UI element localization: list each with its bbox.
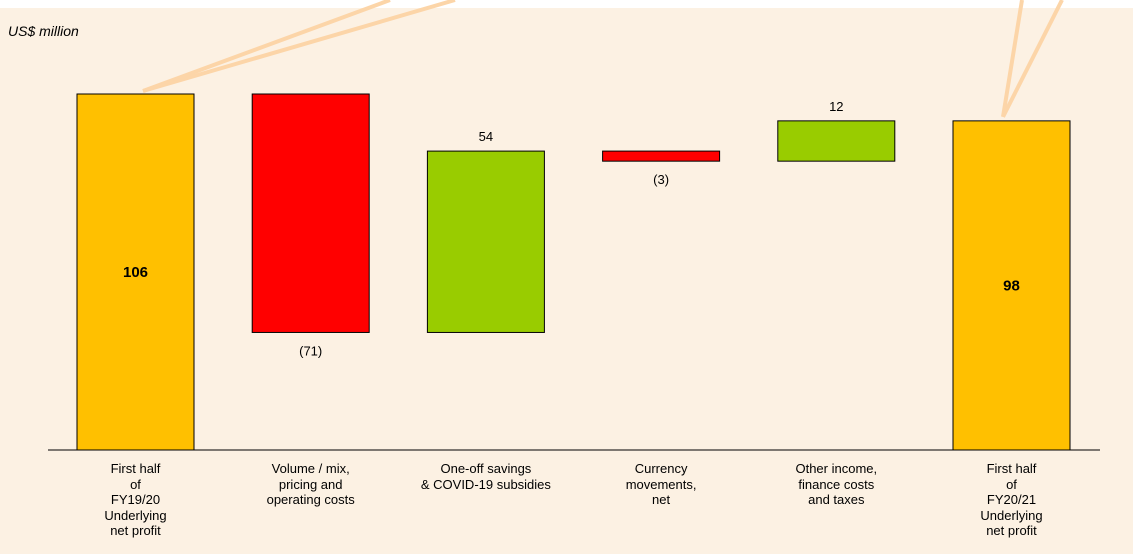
- bars-group: [76, 93, 1071, 451]
- value-label-2: (71): [299, 343, 322, 358]
- value-label-4: (3): [653, 172, 669, 187]
- category-label-3: One-off savings & COVID-19 subsidies: [420, 461, 551, 492]
- callout-line-left-1: [142, 0, 391, 93]
- value-label-1: 106: [123, 264, 148, 281]
- unit-label: US$ million: [8, 23, 79, 39]
- value-labels-group: 106 (71) 54 (3) 12 98: [123, 99, 1020, 359]
- category-label-2: Volume / mix, pricing and operating cost…: [266, 461, 355, 507]
- category-label-4: Currency movements, net: [625, 461, 697, 507]
- category-label-6: First half of FY20/21 Underlying net pro…: [980, 461, 1043, 538]
- callout-line-right-2: [1001, 0, 1064, 118]
- category-label-5: Other income, finance costs and taxes: [795, 461, 878, 507]
- callout-lines: [142, 0, 1064, 118]
- bar-6-total: [952, 120, 1071, 451]
- category-label-1: First half of FY19/20 Underlying net pro…: [104, 461, 167, 538]
- bar-2-decrease: [251, 93, 370, 333]
- callout-line-right-1: [1001, 0, 1024, 118]
- bar-4-decrease: [602, 150, 721, 162]
- value-label-6: 98: [1003, 277, 1020, 294]
- bar-5-increase: [777, 120, 896, 162]
- value-label-5: 12: [829, 99, 843, 114]
- callout-line-left-2: [142, 0, 456, 93]
- bar-3-increase: [426, 150, 545, 333]
- value-label-3: 54: [479, 129, 493, 144]
